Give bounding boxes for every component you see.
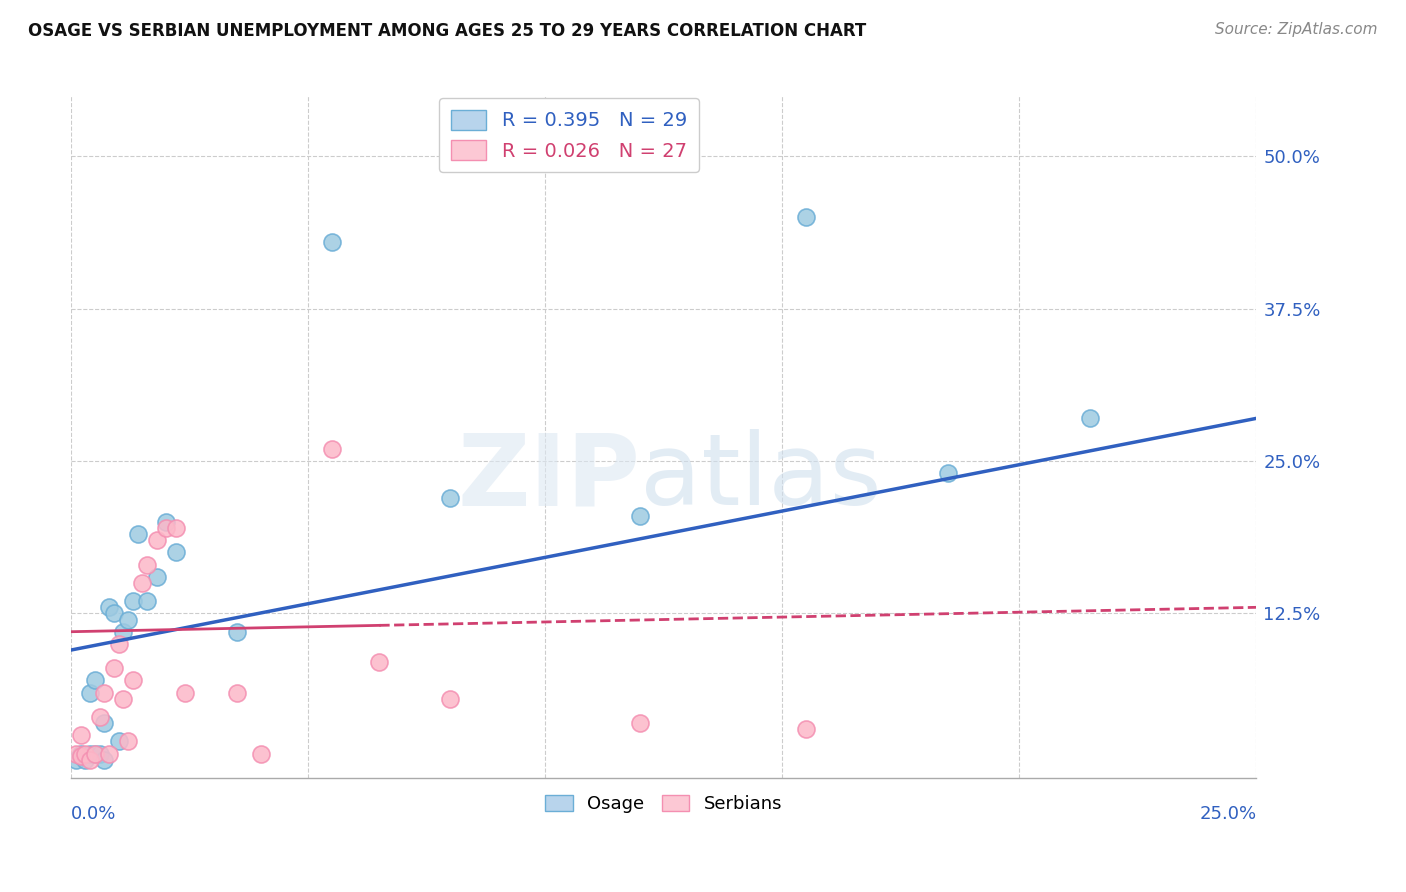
Point <box>136 594 159 608</box>
Point <box>69 728 91 742</box>
Text: atlas: atlas <box>640 429 882 526</box>
Point <box>368 655 391 669</box>
Point <box>127 527 149 541</box>
Point <box>107 637 129 651</box>
Point <box>79 747 101 761</box>
Point <box>84 747 107 761</box>
Point <box>75 753 97 767</box>
Point <box>89 710 111 724</box>
Point <box>1080 411 1102 425</box>
Point <box>112 691 135 706</box>
Point <box>145 533 167 548</box>
Point <box>439 491 461 505</box>
Text: 0.0%: 0.0% <box>72 805 117 823</box>
Text: 25.0%: 25.0% <box>1199 805 1257 823</box>
Text: Source: ZipAtlas.com: Source: ZipAtlas.com <box>1215 22 1378 37</box>
Point <box>628 508 651 523</box>
Point <box>117 734 139 748</box>
Point <box>794 723 817 737</box>
Point <box>107 734 129 748</box>
Point <box>93 753 115 767</box>
Point <box>84 747 107 761</box>
Point <box>165 521 187 535</box>
Point <box>112 624 135 639</box>
Point <box>79 753 101 767</box>
Point <box>226 624 249 639</box>
Point <box>321 442 343 456</box>
Point <box>794 210 817 224</box>
Point <box>93 716 115 731</box>
Point <box>628 716 651 731</box>
Point <box>103 607 125 621</box>
Point <box>145 570 167 584</box>
Point <box>321 235 343 249</box>
Point <box>98 600 121 615</box>
Point <box>122 673 145 688</box>
Point <box>93 686 115 700</box>
Point <box>155 515 177 529</box>
Point <box>936 467 959 481</box>
Text: ZIP: ZIP <box>457 429 640 526</box>
Point <box>98 747 121 761</box>
Point <box>165 545 187 559</box>
Point <box>69 747 91 761</box>
Point <box>89 747 111 761</box>
Point <box>122 594 145 608</box>
Point <box>65 753 87 767</box>
Point <box>155 521 177 535</box>
Point <box>117 613 139 627</box>
Point <box>65 747 87 761</box>
Point <box>250 747 273 761</box>
Legend: Osage, Serbians: Osage, Serbians <box>538 788 789 820</box>
Point <box>439 691 461 706</box>
Text: OSAGE VS SERBIAN UNEMPLOYMENT AMONG AGES 25 TO 29 YEARS CORRELATION CHART: OSAGE VS SERBIAN UNEMPLOYMENT AMONG AGES… <box>28 22 866 40</box>
Point <box>226 686 249 700</box>
Point <box>136 558 159 572</box>
Point <box>69 749 91 764</box>
Point <box>103 661 125 675</box>
Point <box>174 686 197 700</box>
Point <box>75 747 97 761</box>
Point <box>69 749 91 764</box>
Point <box>131 576 153 591</box>
Point <box>84 673 107 688</box>
Point <box>79 686 101 700</box>
